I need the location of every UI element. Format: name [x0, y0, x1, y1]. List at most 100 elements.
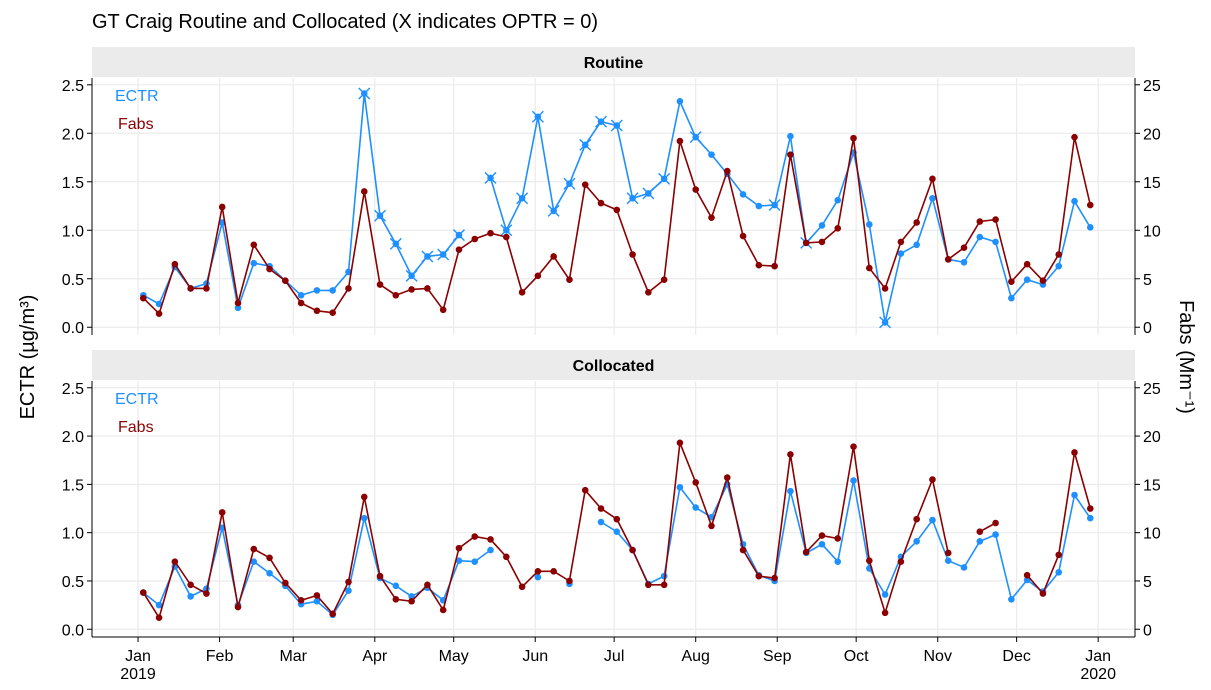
data-point: [297, 596, 305, 604]
legend-label: Fabs: [118, 116, 154, 133]
data-point: [1039, 277, 1047, 284]
y-tick-label: 2.5: [62, 381, 84, 398]
data-point: [676, 97, 684, 105]
data-point: [439, 306, 447, 314]
data-point: [944, 549, 952, 557]
data-point: [913, 241, 920, 249]
data-point: [408, 286, 415, 293]
data-point: [850, 443, 857, 450]
y-tick-label: 1.0: [62, 526, 84, 543]
data-point: [818, 238, 826, 246]
optr-zero-marker: [516, 192, 529, 205]
data-point: [802, 239, 810, 247]
optr-zero-marker: [531, 110, 544, 123]
data-point: [187, 593, 194, 600]
data-point: [723, 167, 731, 175]
data-point: [708, 151, 715, 158]
y-axis-label: ECTR (µg/m³): [17, 295, 39, 420]
y2-axis-label: Fabs (Mm⁻¹): [1175, 300, 1197, 414]
optr-zero-marker: [374, 209, 387, 222]
data-point: [755, 261, 763, 269]
data-point: [802, 548, 810, 556]
y2-tick-label: 15: [1143, 477, 1161, 494]
data-point: [250, 558, 258, 565]
data-point: [739, 232, 747, 240]
data-point: [1008, 294, 1015, 302]
y2-tick-label: 5: [1143, 272, 1152, 289]
data-point: [913, 219, 920, 226]
data-point: [266, 569, 273, 577]
data-point: [566, 276, 573, 284]
data-point: [739, 546, 747, 554]
y2-tick-label: 10: [1143, 526, 1161, 543]
optr-zero-marker: [500, 224, 513, 237]
data-point: [187, 581, 194, 589]
data-point: [960, 258, 968, 266]
data-point: [897, 558, 905, 565]
data-point: [487, 229, 494, 237]
data-point: [881, 285, 889, 292]
data-point: [645, 289, 652, 296]
data-point: [313, 287, 321, 294]
data-point: [850, 477, 857, 484]
data-point: [1039, 590, 1047, 597]
data-point: [850, 134, 857, 142]
data-point: [313, 307, 321, 315]
data-point: [345, 285, 352, 292]
data-point: [692, 479, 700, 486]
y-tick-label: 0.0: [62, 622, 84, 639]
data-point: [503, 553, 510, 561]
data-point: [755, 202, 763, 210]
data-point: [329, 287, 336, 294]
data-point: [834, 558, 842, 565]
data-point: [597, 199, 605, 207]
data-point: [408, 597, 415, 605]
x-tick-label: Jul: [604, 648, 624, 665]
data-point: [455, 246, 463, 253]
data-point: [771, 574, 778, 582]
data-point: [203, 590, 210, 597]
x-tick-label: Jan 2020: [1080, 648, 1116, 683]
data-point: [629, 546, 636, 554]
data-point: [1023, 260, 1031, 268]
data-point: [755, 572, 763, 580]
data-point: [282, 579, 289, 587]
data-point: [282, 277, 289, 284]
data-point: [1071, 133, 1078, 141]
y2-tick-label: 0: [1143, 622, 1152, 639]
data-point: [787, 132, 794, 140]
legend-label: ECTR: [115, 88, 159, 105]
data-point: [739, 191, 747, 198]
data-point: [171, 558, 179, 565]
data-point: [424, 285, 431, 292]
x-tick-label: Nov: [923, 648, 951, 665]
y-tick-label: 1.5: [62, 477, 84, 494]
optr-zero-marker: [484, 171, 497, 184]
data-point: [266, 554, 273, 562]
data-point: [218, 203, 226, 211]
data-point: [471, 235, 479, 243]
data-point: [676, 439, 684, 447]
data-point: [613, 206, 621, 214]
data-point: [534, 272, 542, 280]
y-tick-label: 2.0: [62, 429, 84, 446]
data-point: [992, 238, 999, 246]
data-point: [534, 568, 542, 575]
data-point: [818, 540, 826, 548]
data-point: [566, 577, 573, 585]
optr-zero-marker: [358, 87, 371, 100]
x-tick-label: Mar: [279, 648, 307, 665]
data-point: [929, 175, 936, 183]
optr-zero-marker: [658, 172, 671, 185]
data-point: [1086, 201, 1094, 209]
optr-zero-marker: [405, 269, 418, 282]
data-point: [360, 514, 368, 522]
optr-zero-marker: [626, 192, 639, 205]
data-point: [392, 596, 400, 603]
data-point: [471, 558, 479, 565]
data-point: [329, 309, 336, 316]
data-point: [487, 536, 494, 543]
panel-background: [92, 78, 1135, 335]
x-tick-label: Sep: [763, 648, 792, 665]
data-point: [613, 515, 621, 523]
